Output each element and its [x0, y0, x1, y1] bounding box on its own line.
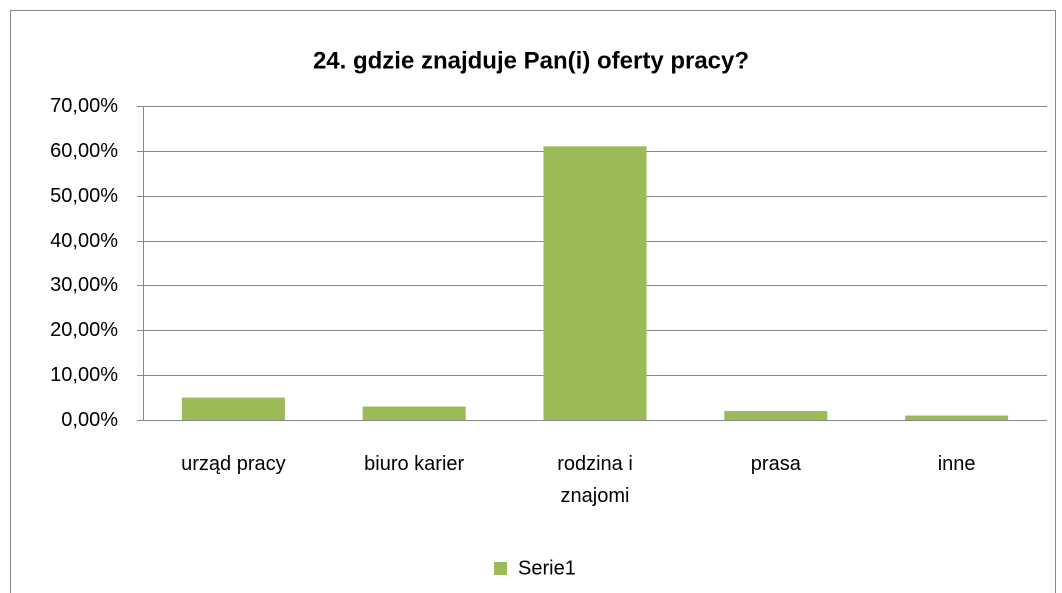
y-tick-label: 20,00% — [50, 319, 118, 341]
bar — [724, 411, 828, 420]
bar — [543, 146, 647, 420]
bar — [181, 397, 285, 420]
x-tick-label: urząd pracy — [181, 453, 286, 475]
chart-border — [10, 10, 1056, 593]
x-tick-label: biuro karier — [364, 453, 465, 475]
y-tick-label: 70,00% — [50, 95, 118, 117]
legend-swatch — [494, 562, 507, 575]
bar — [362, 406, 466, 420]
x-tick-label: prasa — [750, 453, 801, 475]
y-tick-label: 40,00% — [50, 230, 118, 252]
y-tick-label: 30,00% — [50, 274, 118, 296]
bar — [905, 415, 1009, 420]
y-tick-label: 10,00% — [50, 364, 118, 386]
x-tick-label: rodzina i znajomi — [557, 453, 633, 507]
y-tick-label: 60,00% — [50, 140, 118, 162]
y-tick-label: 0,00% — [61, 409, 118, 431]
chart-title: 24. gdzie znajduje Pan(i) oferty pracy? — [313, 47, 749, 74]
legend-label: Serie1 — [518, 557, 576, 579]
y-tick-label: 50,00% — [50, 185, 118, 207]
x-tick-label: inne — [937, 453, 976, 475]
